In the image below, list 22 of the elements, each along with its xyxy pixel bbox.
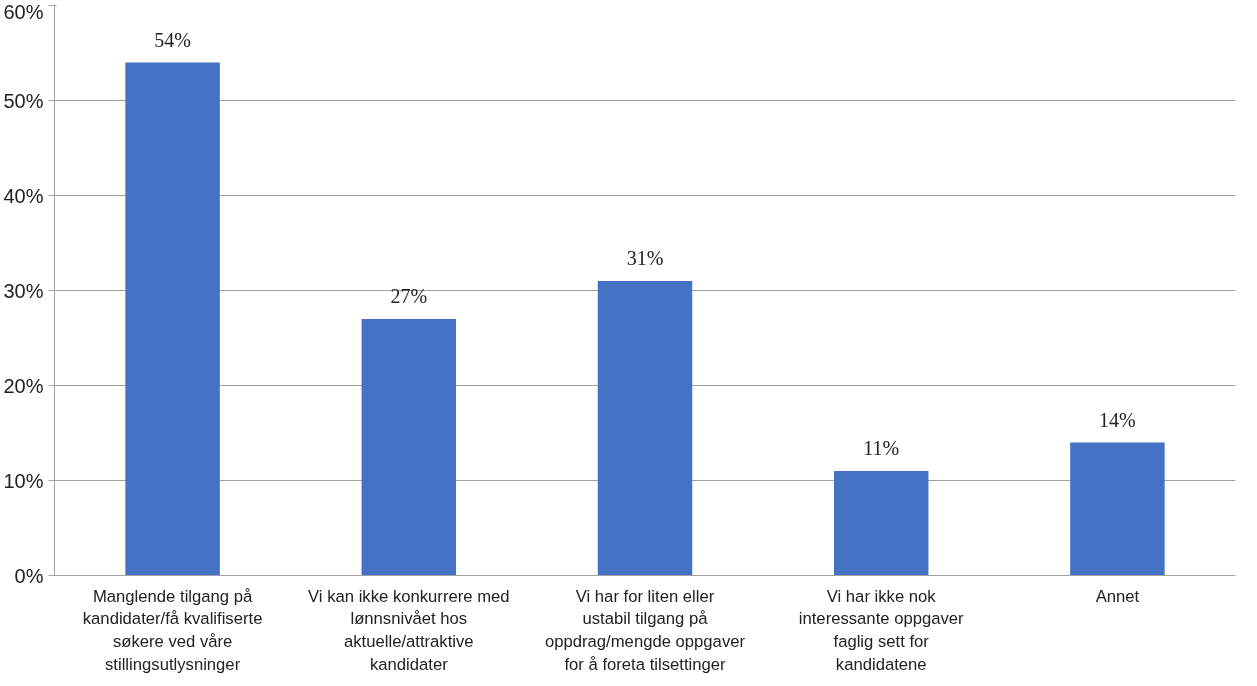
bar xyxy=(125,62,220,576)
bar xyxy=(1070,442,1165,576)
y-tick-label: 50% xyxy=(3,89,44,112)
bar xyxy=(597,281,693,576)
x-tick-label: Vi har ikke nok interessante oppgaver faglig sett for kandidatene xyxy=(798,586,965,674)
bar xyxy=(361,319,457,576)
y-tick-label: 0% xyxy=(14,564,44,587)
bar xyxy=(833,471,929,576)
y-tick-label: 10% xyxy=(3,469,44,492)
data-label: 31% xyxy=(626,247,664,269)
data-label: 54% xyxy=(154,28,191,51)
x-tick-label: Manglende tilgang på kandidater/få kvalifiserte søkere ved våre stillingsutlysninger xyxy=(82,586,263,674)
x-tick-label: Annet xyxy=(1095,586,1140,606)
x-tick-label: Vi kan ikke konkurrere med lønnsnivået hos aktuelle/attraktive kandidater xyxy=(308,586,510,674)
data-label: 14% xyxy=(1099,408,1136,431)
y-tick-label: 60% xyxy=(3,0,44,23)
y-tick-label: 40% xyxy=(3,184,44,207)
data-label: 27% xyxy=(390,285,428,307)
x-tick-label: Vi har for liten eller ustabil tilgang på oppdrag/mengde oppgaver for å foreta tilsettinger xyxy=(544,586,746,674)
y-tick-label: 20% xyxy=(3,374,44,397)
data-label: 11% xyxy=(863,437,900,459)
y-tick-label: 30% xyxy=(3,279,44,302)
